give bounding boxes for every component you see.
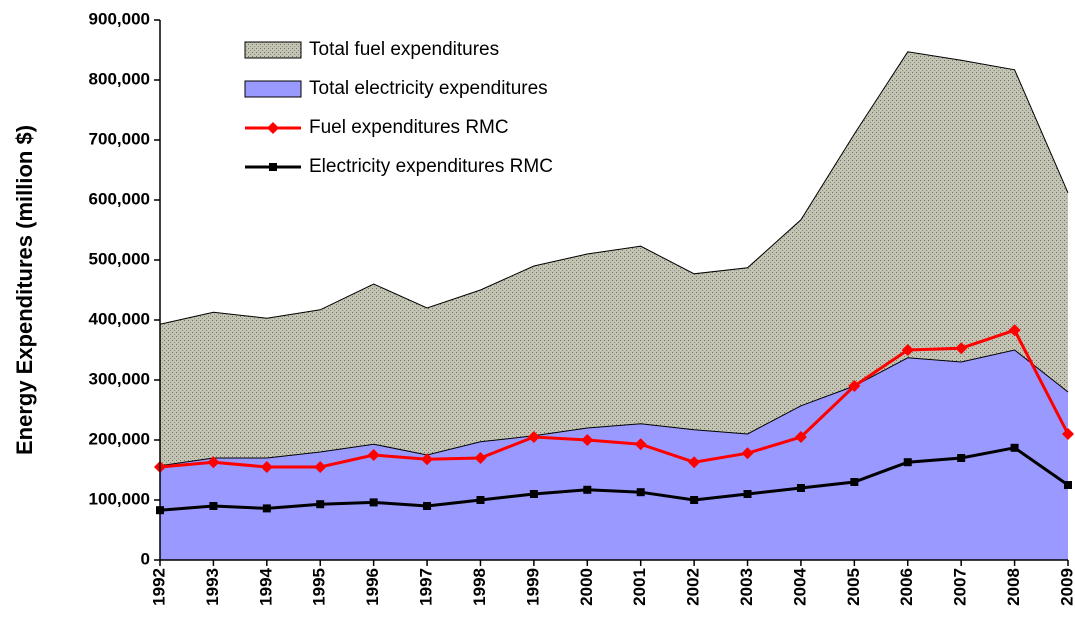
marker [901, 344, 914, 356]
x-tick-label: 2009 [1057, 568, 1075, 606]
marker [316, 500, 325, 509]
x-tick-label: 2003 [737, 568, 756, 606]
x-tick-label: 2008 [1004, 568, 1023, 606]
marker [741, 447, 754, 460]
y-tick-label: 200,000 [89, 429, 150, 448]
legend-swatch [244, 41, 302, 59]
marker [957, 454, 966, 462]
x-tick-label: 2000 [577, 568, 596, 606]
marker [314, 461, 327, 473]
marker [636, 488, 645, 497]
line [159, 328, 1070, 469]
y-tick-label: 600,000 [89, 189, 150, 208]
y-tick-label: 300,000 [89, 369, 150, 388]
marker [1062, 428, 1074, 440]
y-tick-label: 100,000 [89, 489, 150, 508]
x-tick-label: 1996 [363, 568, 382, 606]
y-axis-label: Energy Expenditures (million $) [12, 125, 37, 455]
x-tick-label: 1993 [203, 568, 222, 606]
marker [529, 490, 538, 498]
legend-label: Fuel expenditures RMC [309, 117, 509, 138]
x-tick-label: 2007 [951, 568, 970, 606]
marker [634, 438, 647, 451]
y-tick-label: 500,000 [89, 249, 150, 268]
x-tick-label: 1997 [417, 568, 436, 606]
y-tick-label: 400,000 [89, 309, 150, 328]
marker [794, 431, 807, 443]
x-tick-label: 1992 [149, 568, 168, 606]
marker [209, 502, 218, 510]
line [159, 446, 1069, 512]
x-tick-label: 2004 [790, 567, 809, 605]
marker [955, 342, 968, 355]
x-tick-label: 2002 [684, 568, 703, 606]
marker [527, 431, 540, 443]
x-tick-label: 1999 [523, 568, 542, 606]
marker [1008, 324, 1021, 337]
area-outline [159, 51, 1069, 325]
marker [367, 449, 380, 461]
y-tick-label: 800,000 [89, 69, 150, 88]
x-tick-label: 1998 [470, 568, 489, 606]
marker [1064, 481, 1072, 489]
marker [476, 496, 485, 504]
y-tick-label: 0 [141, 549, 150, 568]
x-tick-label: 2001 [630, 568, 649, 606]
x-tick-label: 2005 [844, 568, 863, 606]
marker [848, 380, 861, 392]
marker [423, 502, 432, 510]
marker [260, 461, 273, 473]
marker [688, 456, 701, 469]
marker [796, 484, 805, 492]
x-tick-label: 1994 [256, 567, 275, 605]
legend-marker [267, 122, 279, 134]
marker [903, 458, 912, 467]
marker [262, 504, 271, 513]
marker [421, 453, 434, 466]
marker [207, 456, 220, 469]
x-tick-label: 1995 [310, 568, 329, 606]
marker [581, 434, 594, 446]
legend-label: Total fuel expenditures [309, 39, 499, 60]
y-tick-label: 900,000 [89, 9, 150, 28]
marker [690, 496, 699, 504]
legend-swatch [244, 80, 302, 98]
legend-label: Total electricity expenditures [309, 78, 548, 99]
x-tick-label: 2006 [897, 568, 916, 606]
legend-label: Electricity expenditures RMC [309, 156, 553, 177]
marker [474, 452, 487, 464]
area [160, 350, 1068, 560]
marker [743, 490, 752, 498]
marker [1010, 443, 1019, 452]
marker [369, 498, 378, 507]
area-outline [159, 349, 1069, 467]
legend-marker [269, 163, 277, 171]
marker [850, 478, 859, 486]
y-tick-label: 700,000 [89, 129, 150, 148]
marker [583, 485, 592, 494]
